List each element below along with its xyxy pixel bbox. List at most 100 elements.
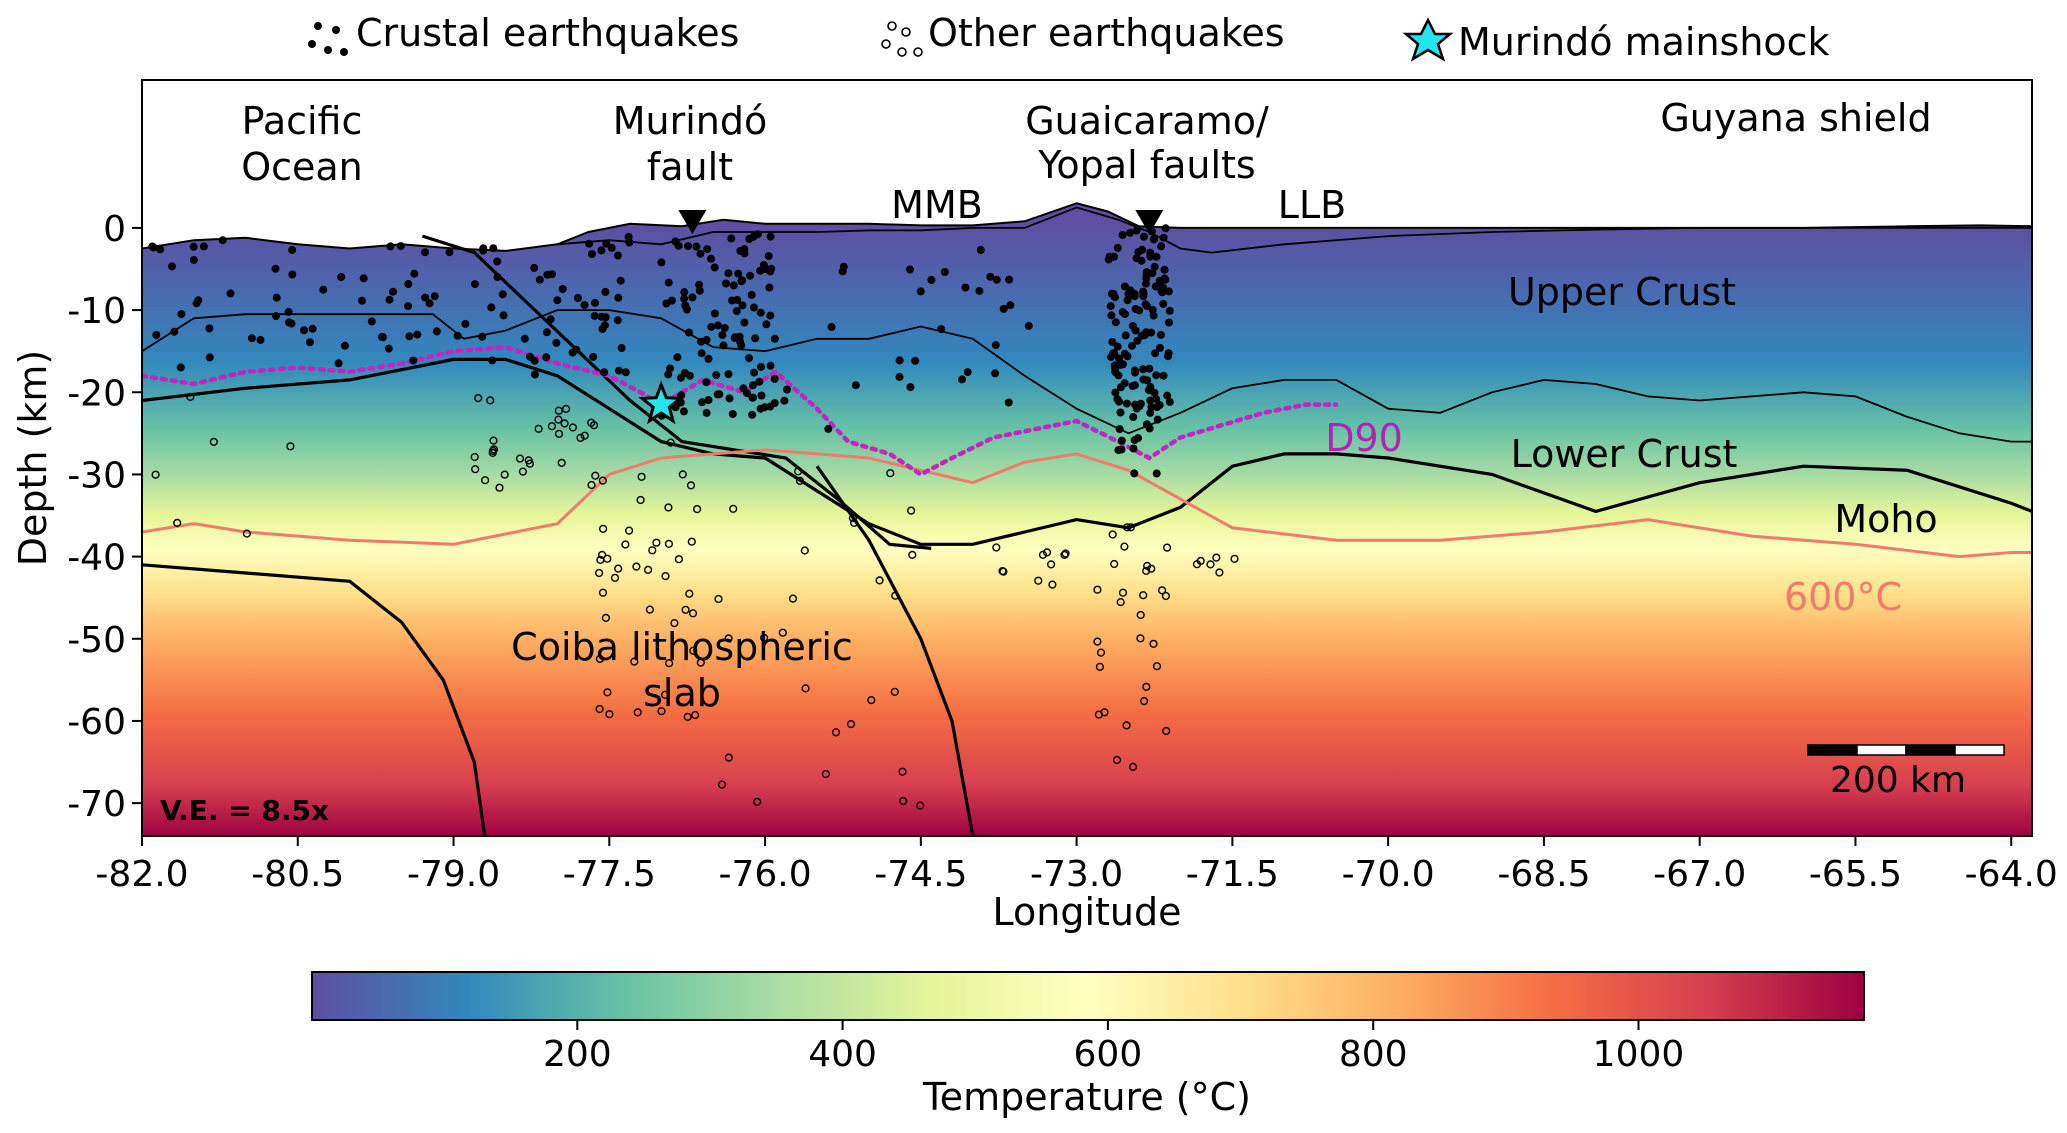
crustal-earthquake-point [757,391,766,400]
crustal-earthquake-point [1151,349,1160,358]
crustal-earthquake-point [487,303,496,312]
other-earthquake-point [614,564,623,573]
crustal-earthquake-point [1157,242,1166,251]
crustal-earthquake-point [1156,330,1165,339]
other-earthquake-point [587,480,596,490]
crustal-earthquake-point [413,330,422,339]
crustal-earthquake-point [1106,302,1115,311]
crustal-earthquake-point [732,307,741,316]
other-earthquake-point [1142,566,1151,575]
crustal-earthquake-point [247,334,256,343]
crustal-earthquake-point [762,320,771,329]
crustal-earthquake-point [156,245,165,254]
other-earthquake-point [474,394,483,403]
crustal-earthquake-point [827,323,836,331]
crustal-earthquake-point [305,338,314,347]
other-earthquake-point [849,518,859,527]
crustal-earthquake-point [1006,301,1015,310]
colorbar-tick-label: 400 [808,1034,877,1075]
crustal-earthquake-point [1131,326,1140,335]
crustal-earthquake-point [1121,331,1130,340]
crustal-earthquake-point [421,248,429,257]
murindo-fault-label: Murindó fault [613,99,768,189]
crustal-earthquake-point [616,276,625,285]
crustal-earthquake-point [720,324,729,332]
other-earthquake-point [1139,696,1149,706]
crustal-earthquake-point [976,246,985,254]
other-earthquake-point [624,526,634,535]
crustal-earthquake-point [710,309,719,318]
crustal-earthquake-point [704,396,713,404]
crustal-earthquake-point [1130,469,1139,478]
crustal-earthquake-point [1165,318,1173,327]
other-earthquake-point [686,481,696,490]
crustal-earthquake-point [1164,349,1173,358]
other-earthquake-point [848,513,858,523]
other-earthquake-point [821,769,831,779]
crustal-earthquake-point [1111,388,1120,397]
crustal-earthquake-point [340,341,349,350]
other-earthquake-point [598,588,608,597]
x-tick-label: -77.5 [563,854,656,895]
crustal-earthquake-point [1129,413,1138,421]
crustal-earthquake-point [585,239,594,248]
x-axis-label: Longitude [993,890,1182,934]
y-axis-ticks: 0 -10 -20 -30 -40 -50 -60 -70 [67,209,142,825]
crustal-earthquake-point [756,266,765,275]
crustal-earthquake-point [404,302,413,311]
other-earthquake-point [489,436,498,445]
crustal-earthquake-point [602,239,611,248]
other-earthquake-point [209,437,218,447]
other-earthquake-point [661,571,670,581]
crustal-earthquake-point [445,248,454,257]
crustal-earthquake-point [205,353,214,362]
other-earthquake-point [652,538,661,547]
y-tick-label: 0 [103,209,126,250]
other-earthquake-point [717,780,727,789]
crustal-earthquake-point [587,250,596,258]
x-tick-label: -65.5 [1809,854,1902,895]
crustal-earthquake-point [1145,424,1154,433]
other-earthquake-point [681,605,690,614]
other-earthquake-point [547,422,557,431]
crustal-earthquake-point [285,318,293,327]
crustal-earthquake-point [740,318,749,327]
crustal-earthquake-point [770,334,779,343]
fault-marker-triangle-icon [1135,210,1164,234]
other-earthquake-point [286,442,295,451]
other-earthquake-point [610,573,620,582]
crustal-earthquake-point [453,331,462,340]
crustal-earthquake-point [568,348,577,357]
other-earthquake-point [696,658,705,667]
crustal-earthquake-point [692,242,701,251]
other-earthquake-point [557,458,566,468]
crustal-earthquake-point [1139,287,1148,296]
other-earthquake-point [670,618,679,628]
crustal-earthquake-point [739,384,748,393]
crustal-earthquake-point [1142,274,1151,283]
other-earthquake-point [1123,523,1132,532]
crustal-earthquake-point [493,273,502,282]
crustal-earthquake-point [1113,243,1122,252]
crustal-earthquake-point [710,263,719,272]
other-earthquake-point [724,753,733,762]
other-earthquake-point [1157,586,1167,595]
other-earthquake-point [674,555,684,564]
other-earthquake-point [601,613,611,623]
other-earthquake-point [603,554,612,563]
other-earthquake-point [630,657,639,666]
colorbar-ticks: 200 400 600 800 1000 [543,1020,1684,1075]
crustal-earthquake-point [851,381,860,390]
legend-mainshock-label: Murindó mainshock [1458,20,1830,64]
other-earthquake-point [1128,762,1138,772]
crustal-earthquake-point [696,249,705,258]
crustal-earthquake-point [421,293,430,302]
other-earthquake-point [992,543,1001,552]
crustal-earthquake-point [288,246,297,254]
other-earthquake-point [568,423,578,432]
other-earthquake-point [597,550,607,560]
pacific-ocean-label: Pacific Ocean [241,99,363,189]
crustal-earthquake-point [727,234,736,243]
y-tick-label: -20 [67,373,126,414]
topography-line [142,202,2032,252]
